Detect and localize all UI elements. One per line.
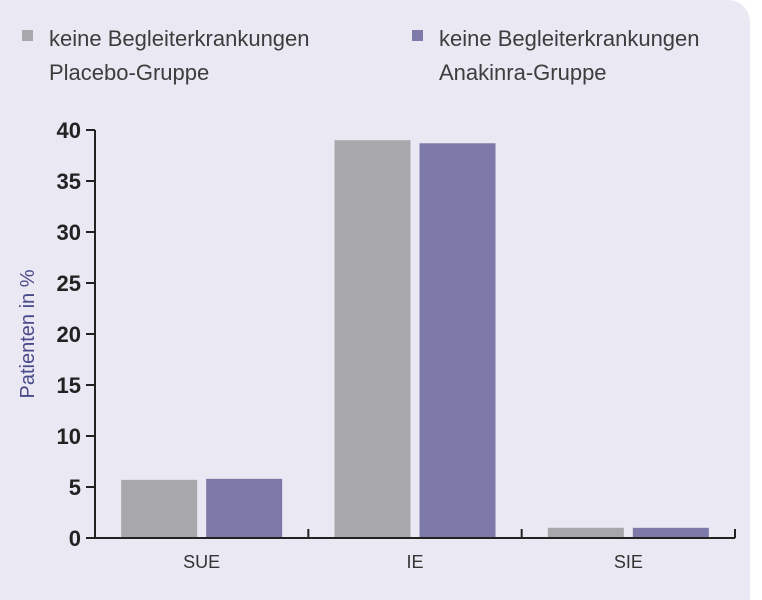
legend-label-placebo: keine Begleiterkrankungen Placebo-Gruppe	[49, 26, 310, 85]
y-tick-label-35: 35	[57, 169, 81, 194]
y-tick-label-20: 20	[57, 322, 81, 347]
x-tick-label-sue: SUE	[183, 552, 220, 572]
bar-sie-series-1	[632, 527, 709, 538]
bar-sie-series-0	[547, 527, 624, 538]
legend-swatch-anakinra	[412, 30, 423, 41]
x-tick-label-ie: IE	[406, 552, 423, 572]
legend-label-anakinra: keine Begleiterkrankungen Anakinra-Grupp…	[439, 26, 700, 85]
bar-ie-series-1	[419, 143, 496, 538]
y-tick-label-15: 15	[57, 373, 81, 398]
bar-ie-series-0	[334, 140, 411, 538]
legend: keine Begleiterkrankungen Placebo-Gruppe…	[22, 22, 752, 92]
y-tick-label-30: 30	[57, 220, 81, 245]
x-tick-label-sie: SIE	[614, 552, 643, 572]
legend-swatch-placebo	[22, 30, 33, 41]
bar-sue-series-0	[121, 479, 198, 538]
y-tick-label-5: 5	[69, 475, 81, 500]
y-tick-label-40: 40	[57, 118, 81, 143]
y-axis-label: Patienten in %	[17, 269, 39, 398]
bar-sue-series-1	[206, 478, 283, 538]
y-tick-label-0: 0	[69, 526, 81, 551]
legend-item-anakinra: keine Begleiterkrankungen Anakinra-Grupp…	[412, 22, 700, 90]
y-tick-label-25: 25	[57, 271, 81, 296]
y-tick-label-10: 10	[57, 424, 81, 449]
legend-item-placebo: keine Begleiterkrankungen Placebo-Gruppe	[22, 22, 310, 90]
